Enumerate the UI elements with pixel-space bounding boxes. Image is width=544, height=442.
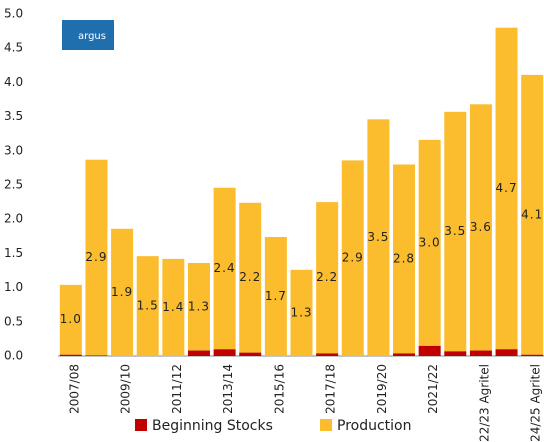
x-tick-label: 2021/22 [426,364,440,414]
y-tick-label: 4.0 [4,75,23,89]
value-label: 3.5 [367,230,389,244]
value-label: 1.3 [188,299,210,313]
x-tick-label: 2007/08 [67,364,81,414]
value-label: 2.4 [214,261,236,275]
y-tick-label: 3.5 [4,109,23,123]
legend-swatch [320,419,332,431]
bar-segment [495,349,518,356]
bar-segment [444,111,467,352]
value-label: 2.9 [85,250,107,264]
bar-segment [136,256,159,356]
bar-segment [521,74,544,355]
bar-segment [111,228,134,356]
bar-segment [393,164,416,354]
bar-segment [418,139,441,346]
bar-segment [521,354,544,356]
bar-segment [469,104,492,351]
value-label: 1.0 [60,312,82,326]
bar-segment [85,355,108,356]
value-label: 3.5 [444,224,466,238]
x-tick-label: 24/25 Agritel [529,364,543,442]
legend-swatch [135,419,147,431]
bar-segment [187,350,210,356]
y-tick-label: 1.5 [4,246,23,260]
value-label: 1.7 [265,289,287,303]
bar-segment [187,262,210,351]
bar-segment [59,284,82,355]
logo-box [62,20,114,50]
value-label: 1.9 [111,285,133,299]
y-tick-label: 0.5 [4,314,23,328]
value-label: 1.4 [162,300,184,314]
x-tick-label: 2017/18 [324,364,338,414]
bar-segment [316,353,339,356]
bar-segment [239,352,262,356]
bar-segment [495,27,518,350]
bar-segment [264,236,287,356]
bar-segment [213,187,236,350]
x-tick-label: 2013/14 [221,364,235,414]
value-label: 4.7 [496,181,518,195]
x-tick-label: 22/23 Agritel [477,364,491,442]
bar-segment [367,119,390,356]
logo-text: argus [78,31,106,42]
y-tick-label: 5.0 [4,7,23,21]
y-tick-label: 2.5 [4,178,23,192]
y-tick-label: 2.0 [4,212,23,226]
bar-segment [444,351,467,356]
bar-segment [59,354,82,356]
value-label: 1.5 [137,299,159,313]
x-tick-label: 2019/20 [375,364,389,414]
legend-label: Production [337,418,411,434]
value-label: 2.2 [316,270,338,284]
value-label: 2.9 [342,251,364,265]
bar-segment [469,350,492,356]
bar-segment [85,159,108,356]
bar-segment [316,202,339,354]
bar-segment [418,345,441,356]
bar-segment [239,202,262,353]
x-tick-label: 2015/16 [272,364,286,414]
value-label: 2.8 [393,251,415,265]
bar-segment [213,349,236,356]
bar-segment [393,353,416,356]
y-tick-label: 4.5 [4,41,23,55]
x-tick-label: 2011/12 [170,364,184,414]
value-label: 4.1 [521,207,543,221]
x-tick-label: 2009/10 [119,364,133,414]
bar-segment [162,258,185,356]
legend-label: Beginning Stocks [152,418,273,434]
value-label: 1.3 [290,305,312,319]
y-tick-label: 1.0 [4,280,23,294]
bar-segment [290,269,313,356]
value-label: 3.0 [419,235,441,249]
bar-segment [341,160,364,356]
value-label: 2.2 [239,270,261,284]
y-tick-label: 3.0 [4,143,23,157]
y-tick-label: 0.0 [4,349,23,363]
value-label: 3.6 [470,220,492,234]
